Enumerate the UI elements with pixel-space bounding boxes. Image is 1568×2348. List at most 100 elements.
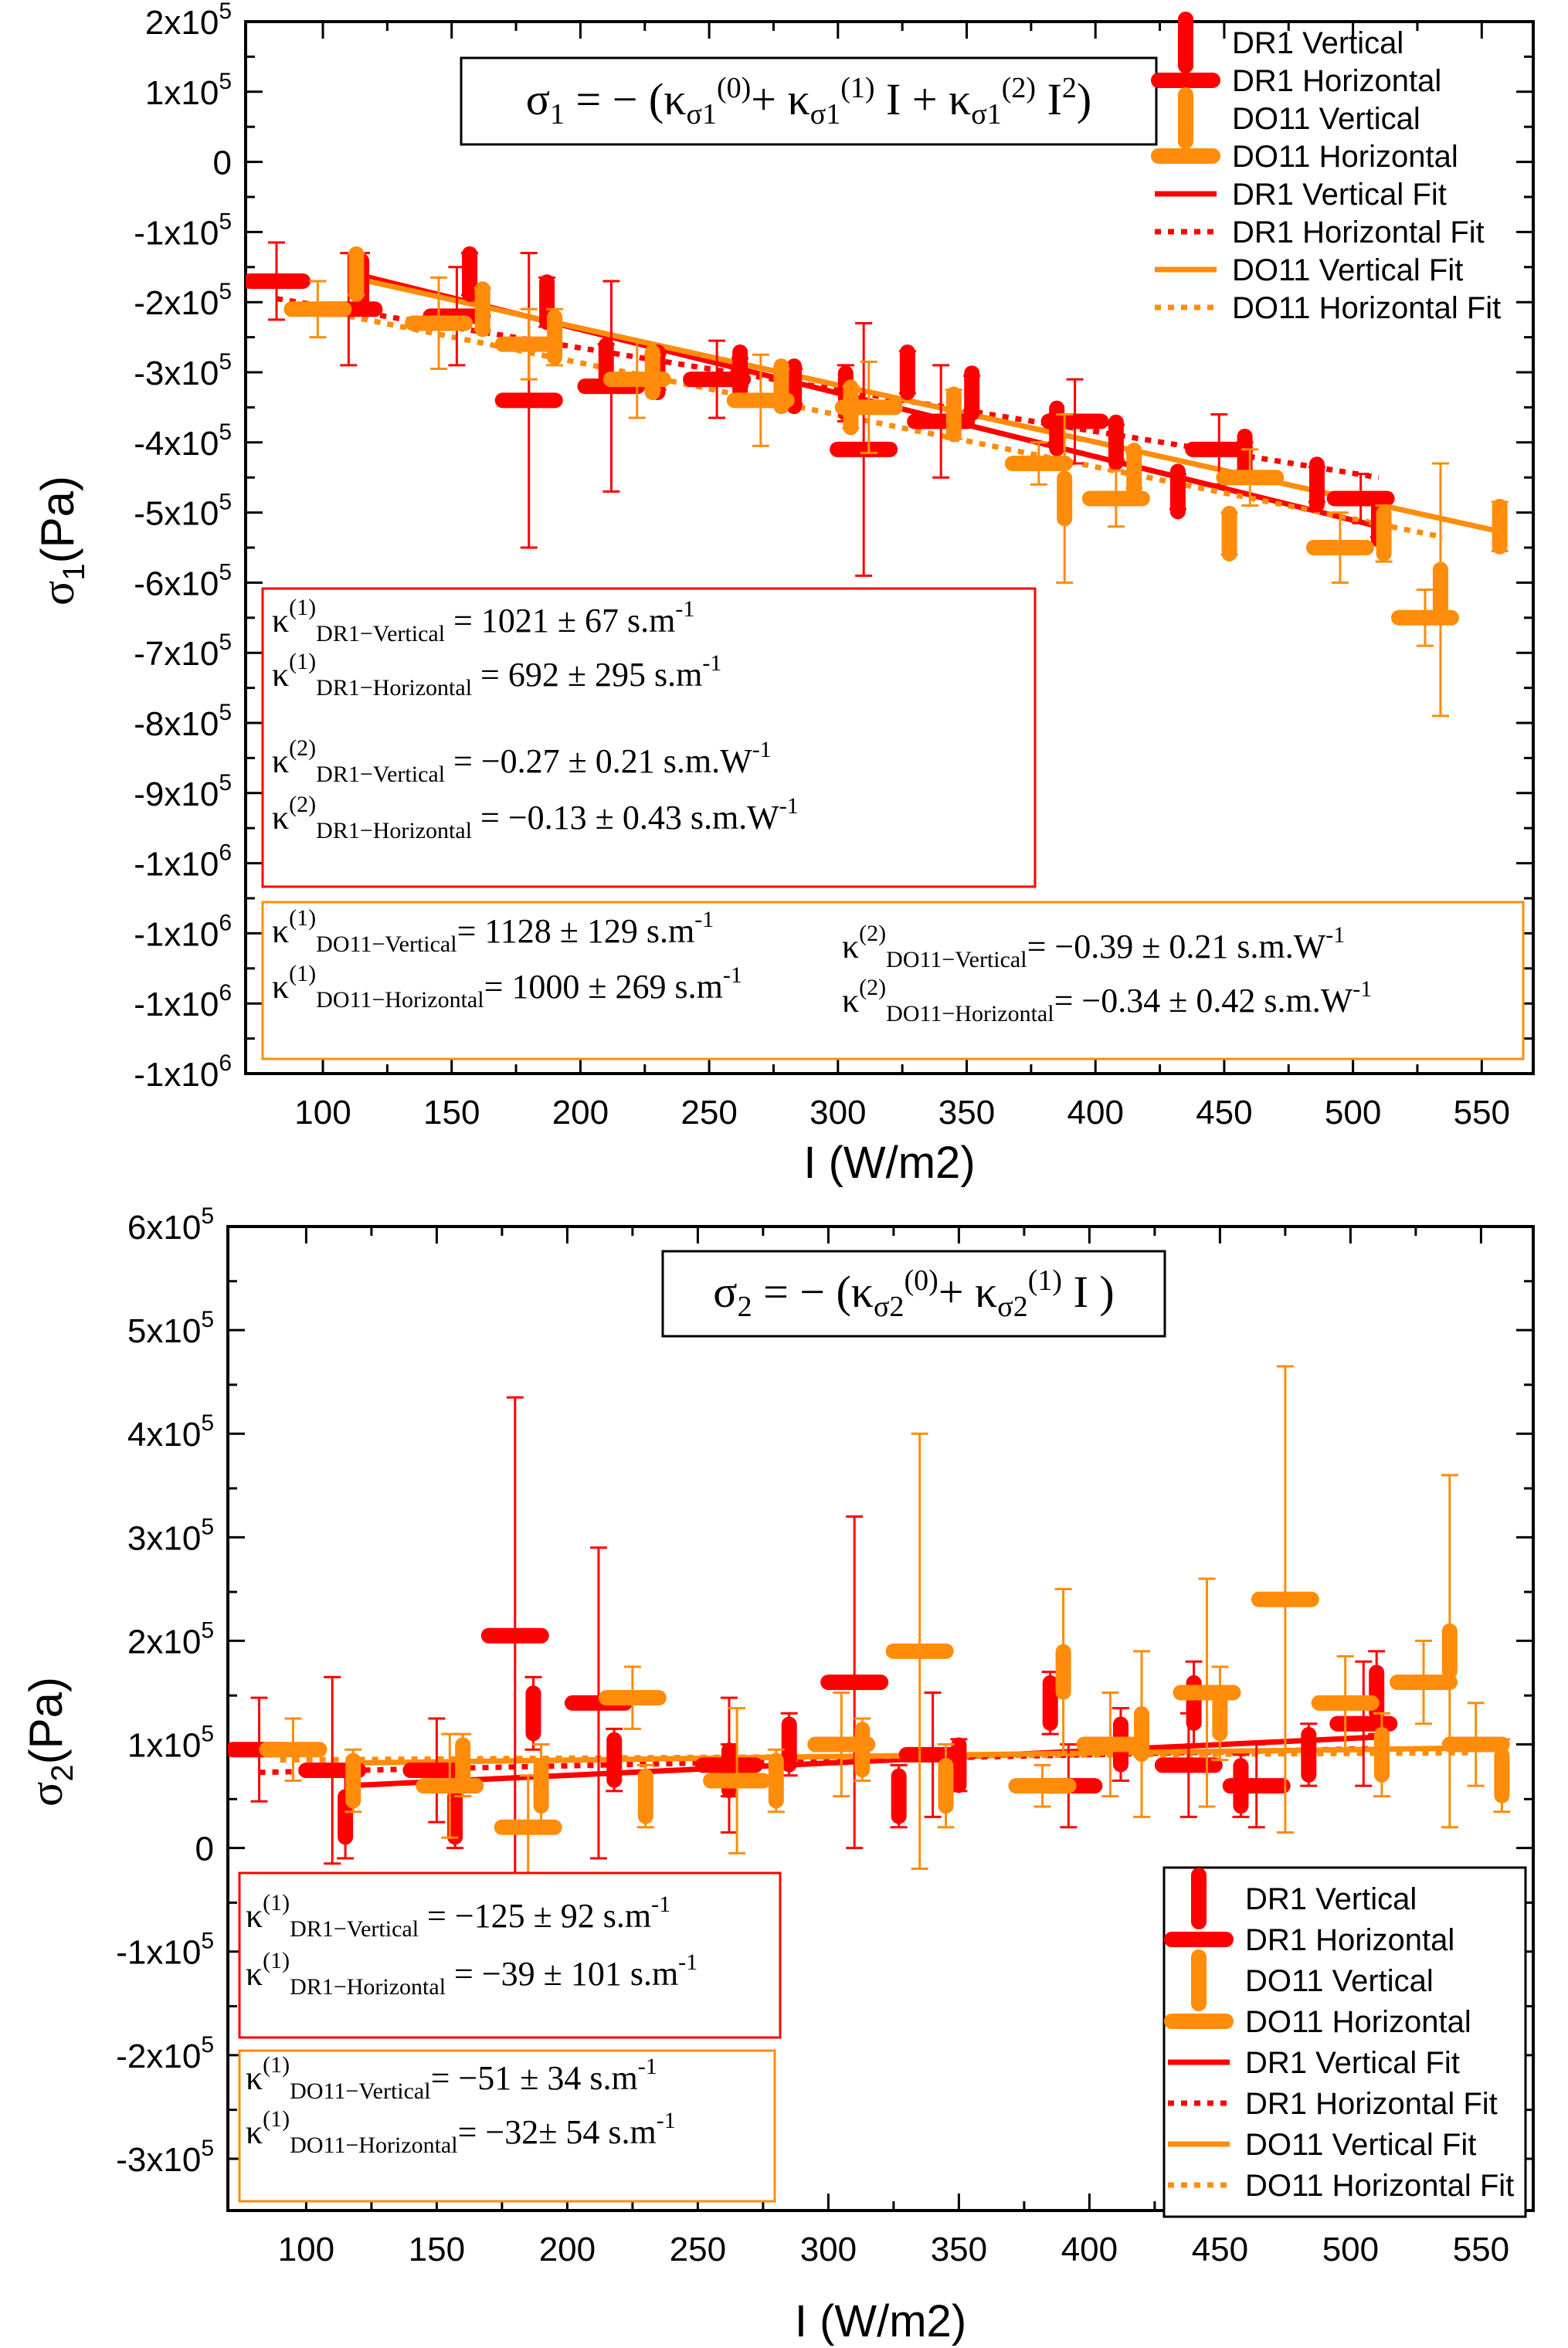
legend-label: DR1 Horizontal Fit [1232, 215, 1485, 249]
y-tick-exponent: 5 [219, 69, 232, 94]
y-tick-exponent: 5 [201, 2136, 214, 2161]
y-tick-label: -1x106 [134, 980, 232, 1023]
y-tick-label: -1x105 [116, 1929, 214, 1972]
kappa-value: = −39 ± 101 s.m [446, 1955, 678, 1993]
y-tick-exponent: 6 [219, 910, 232, 935]
y-tick-exponent: 5 [219, 629, 232, 655]
y-tick-exponent: 5 [219, 0, 232, 24]
kappa-sup: (1) [289, 595, 316, 620]
x-axis-label: I (W/m2) [795, 2296, 966, 2346]
plot-area [246, 241, 1509, 718]
y-tick-mantissa: 0 [195, 1831, 214, 1868]
y-tick-mantissa: 5x10 [127, 1312, 201, 1350]
equation-box [661, 1250, 1166, 1338]
y-tick-label: -6x105 [134, 559, 232, 602]
x-tick-label: 300 [809, 1094, 866, 1132]
kappa-value: = −32± 54 s.m [458, 2113, 657, 2151]
x-tick-label: 500 [1322, 2231, 1379, 2268]
y-tick-mantissa: 3x10 [127, 1519, 201, 1557]
kappa-value: = −0.34 ± 0.42 s.m.W [1054, 982, 1353, 1020]
y-tick-mantissa: -7x10 [134, 635, 219, 673]
y-label-sigma: σ [32, 581, 83, 606]
eq-sup: (0) [717, 72, 751, 104]
kappa-annotation: κ(1)DO11−Vertical= −51 ± 34 s.m-1 [246, 2052, 657, 2104]
kappa-sup: (1) [263, 2052, 290, 2078]
kappa-sup: (2) [859, 921, 886, 946]
y-tick-label: 3x105 [127, 1514, 214, 1557]
y-tick-mantissa: -2x10 [116, 2038, 201, 2075]
kappa: κ [842, 982, 859, 1020]
kappa-sup: (1) [263, 1948, 290, 1973]
y-tick-label: 4x105 [127, 1410, 214, 1454]
kappa-annotation: κ(1)DR1−Vertical = 1021 ± 67 s.m-1 [272, 595, 694, 646]
y-tick-label: -1x105 [134, 209, 232, 252]
kappa-sub: DO11−Vertical [316, 931, 456, 957]
kappa-annotation: κ(1)DR1−Vertical = −125 ± 92 s.m-1 [246, 1890, 670, 1942]
eq-part: I ) [1062, 1267, 1115, 1317]
y-tick-exponent: 5 [219, 209, 232, 234]
y-tick-exponent: 5 [201, 2032, 214, 2058]
legend-label: DO11 Horizontal Fit [1232, 291, 1501, 325]
legend-label: DR1 Horizontal Fit [1245, 2087, 1498, 2121]
kappa: κ [272, 912, 289, 950]
kappa: κ [272, 602, 289, 640]
kappa-sup: (2) [859, 975, 886, 1000]
kappa-value: = 1000 ± 269 s.m [484, 968, 723, 1006]
y-tick-mantissa: 1x10 [145, 74, 219, 112]
eq-sup: (1) [1028, 1264, 1062, 1297]
plot-frame [226, 1225, 1535, 2212]
eq-part: = − (κ [752, 1267, 874, 1317]
kappa-exp: -1 [694, 907, 714, 932]
kappa-sub: DR1−Vertical [316, 621, 445, 646]
x-tick-label: 450 [1192, 2231, 1248, 2268]
y-tick-label: -4x105 [134, 419, 232, 463]
y-tick-exponent: 5 [219, 770, 232, 796]
y-tick-label: -1x106 [134, 910, 232, 953]
y-tick-label: -2x105 [116, 2032, 214, 2075]
kappa-sup: (1) [289, 905, 316, 931]
kappa-annotation: κ(2)DO11−Vertical= −0.39 ± 0.21 s.m.W-1 [842, 921, 1345, 972]
y-tick-label: 2x105 [127, 1617, 214, 1661]
x-tick-label: 350 [938, 1094, 995, 1132]
kappa-exp: -1 [1352, 976, 1372, 1002]
eq-sub: σ2 [997, 1291, 1027, 1323]
kappa-sup: (2) [289, 792, 316, 817]
x-tick-label: 200 [539, 2231, 596, 2268]
kappa-sup: (1) [263, 2106, 290, 2132]
y-tick-mantissa: -1x10 [134, 214, 219, 252]
legend-label: DO11 Vertical [1232, 102, 1420, 136]
eq-sub: 1 [550, 98, 565, 131]
kappa-sup: (1) [263, 1890, 290, 1915]
x-tick-label: 550 [1454, 1094, 1510, 1132]
legend-label: DO11 Horizontal [1232, 140, 1458, 174]
kappa-sub: DO11−Horizontal [316, 987, 484, 1013]
y-tick-exponent: 5 [219, 349, 232, 375]
y-tick-label: 6x105 [127, 1203, 214, 1247]
kappa-annotation: κ(2)DO11−Horizontal= −0.34 ± 0.42 s.m.W-… [842, 975, 1372, 1026]
legend-label: DO11 Vertical Fit [1232, 253, 1463, 287]
legend-label: DR1 Vertical Fit [1232, 178, 1447, 212]
y-tick-mantissa: -3x10 [116, 2141, 201, 2179]
y-tick-label: -8x105 [134, 700, 232, 743]
kappa-exp: -1 [657, 2108, 676, 2133]
fit-line [296, 303, 1444, 540]
kappa-annotation: κ(1)DO11−Horizontal= −32± 54 s.m-1 [246, 2106, 676, 2158]
legend-label: DO11 Horizontal Fit [1245, 2169, 1514, 2203]
x-tick-label: 250 [670, 2231, 726, 2268]
plot-area [228, 1365, 1511, 1881]
y-tick-label: 2x105 [145, 0, 232, 42]
y-tick-exponent: 6 [219, 840, 232, 866]
x-tick-label: 250 [680, 1094, 737, 1132]
eq-part: + κ [938, 1267, 997, 1317]
y-tick-exponent: 5 [219, 419, 232, 445]
fit-line [280, 1749, 1468, 1763]
y-tick-mantissa: -1x10 [134, 986, 219, 1023]
kappa: κ [842, 928, 859, 965]
annotation-box-dr1 [238, 1871, 782, 2039]
kappa-exp: -1 [638, 2054, 657, 2079]
y-label-unit: (Pa) [20, 1677, 72, 1764]
kappa-exp: -1 [779, 793, 799, 819]
kappa-sub: DO11−Horizontal [290, 2133, 457, 2158]
kappa-value: = −0.39 ± 0.21 s.m.W [1027, 928, 1326, 965]
